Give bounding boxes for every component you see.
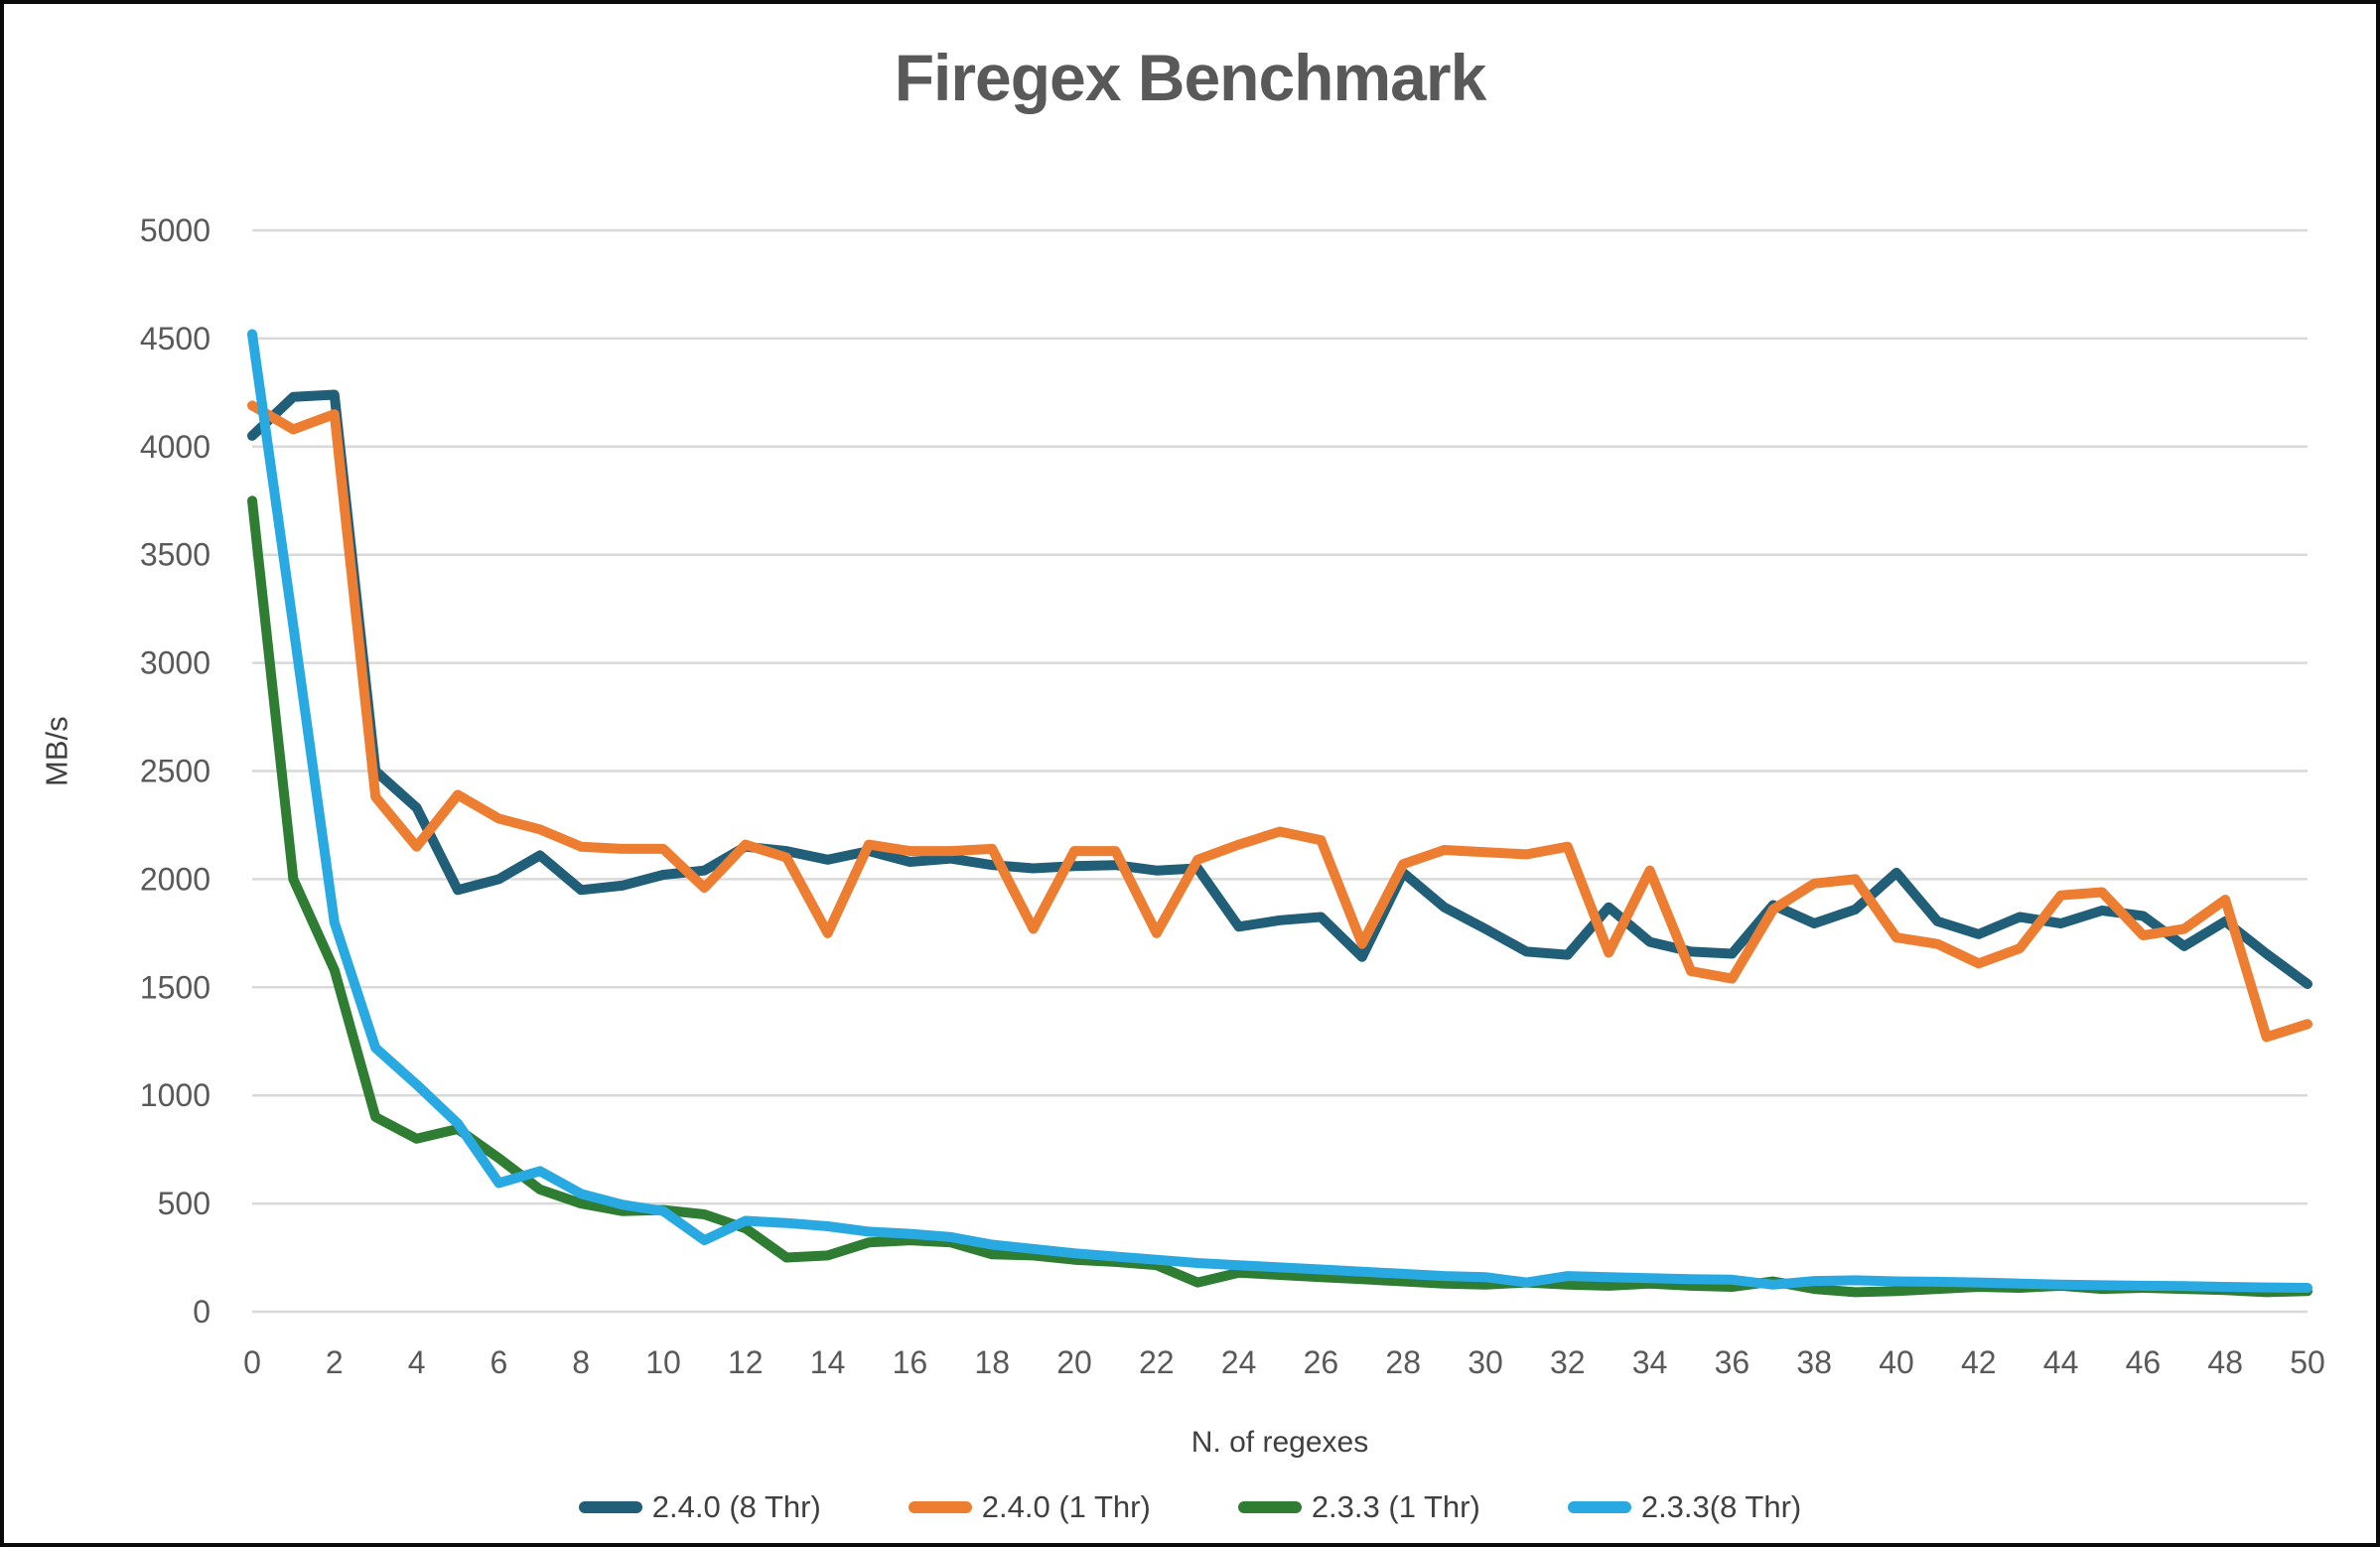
y-tick-4000: 4000 (140, 429, 210, 465)
x-tick-40: 40 (1879, 1344, 1914, 1380)
x-tick-34: 34 (1632, 1344, 1668, 1380)
legend-label-233-8thr: 2.3.3(8 Thr) (1640, 1489, 1802, 1524)
x-tick-46: 46 (2126, 1344, 2162, 1380)
legend-swatch-233-1thr (1237, 1501, 1302, 1513)
x-tick-10: 10 (645, 1344, 681, 1380)
legend-swatch-233-8thr (1567, 1501, 1631, 1513)
x-tick-8: 8 (572, 1344, 590, 1380)
y-tick-2000: 2000 (140, 861, 210, 897)
y-tick-5000: 5000 (140, 212, 210, 248)
x-tick-26: 26 (1304, 1344, 1339, 1380)
series-line-1 (247, 400, 2312, 1043)
chart-title: Firegex Benchmark (894, 41, 1487, 114)
legend: 2.4.0 (8 Thr) 2.4.0 (1 Thr) 2.3.3 (1 Thr… (4, 1489, 2376, 1525)
legend-swatch-240-1thr (908, 1501, 972, 1513)
x-tick-38: 38 (1796, 1344, 1832, 1380)
legend-label-240-8thr: 2.4.0 (8 Thr) (651, 1489, 821, 1524)
x-tick-0: 0 (243, 1344, 261, 1380)
y-tick-1000: 1000 (140, 1077, 210, 1113)
x-tick-12: 12 (728, 1344, 764, 1380)
x-tick-30: 30 (1468, 1344, 1503, 1380)
legend-item-233-8thr: 2.3.3(8 Thr) (1567, 1489, 1802, 1525)
x-tick-6: 6 (490, 1344, 508, 1380)
legend-item-240-1thr: 2.4.0 (1 Thr) (908, 1489, 1151, 1525)
x-tick-4: 4 (408, 1344, 426, 1380)
y-tick-500: 500 (158, 1186, 210, 1221)
y-tick-1500: 1500 (140, 969, 210, 1005)
legend-item-233-1thr: 2.3.3 (1 Thr) (1237, 1489, 1480, 1525)
x-tick-22: 22 (1139, 1344, 1175, 1380)
x-tick-44: 44 (2043, 1344, 2079, 1380)
y-tick-2500: 2500 (140, 754, 210, 789)
x-tick-2: 2 (326, 1344, 344, 1380)
series-line-0 (247, 389, 2312, 989)
series-line-2 (247, 495, 2312, 1298)
x-tick-28: 28 (1385, 1344, 1421, 1380)
x-tick-42: 42 (1961, 1344, 1997, 1380)
legend-item-240-8thr: 2.4.0 (8 Thr) (578, 1489, 821, 1525)
y-tick-0: 0 (193, 1294, 210, 1330)
y-tick-4500: 4500 (140, 321, 210, 356)
x-tick-48: 48 (2207, 1344, 2243, 1380)
y-tick-3500: 3500 (140, 537, 210, 573)
x-tick-18: 18 (974, 1344, 1010, 1380)
legend-swatch-240-8thr (578, 1501, 642, 1513)
x-axis-title: N. of regexes (1190, 1426, 1369, 1459)
y-tick-3000: 3000 (140, 645, 210, 681)
legend-label-240-1thr: 2.4.0 (1 Thr) (981, 1489, 1151, 1524)
x-tick-32: 32 (1550, 1344, 1586, 1380)
legend-label-233-1thr: 2.3.3 (1 Thr) (1311, 1489, 1480, 1524)
y-axis-title: MB/s (39, 716, 74, 786)
x-tick-14: 14 (810, 1344, 846, 1380)
series-line-3 (247, 329, 2312, 1293)
x-tick-16: 16 (893, 1344, 928, 1380)
x-tick-24: 24 (1221, 1344, 1257, 1380)
x-tick-20: 20 (1056, 1344, 1092, 1380)
x-tick-50: 50 (2290, 1344, 2325, 1380)
x-tick-36: 36 (1715, 1344, 1750, 1380)
plot-area: 0500100015002000250030003500400045005000… (140, 212, 2325, 1380)
